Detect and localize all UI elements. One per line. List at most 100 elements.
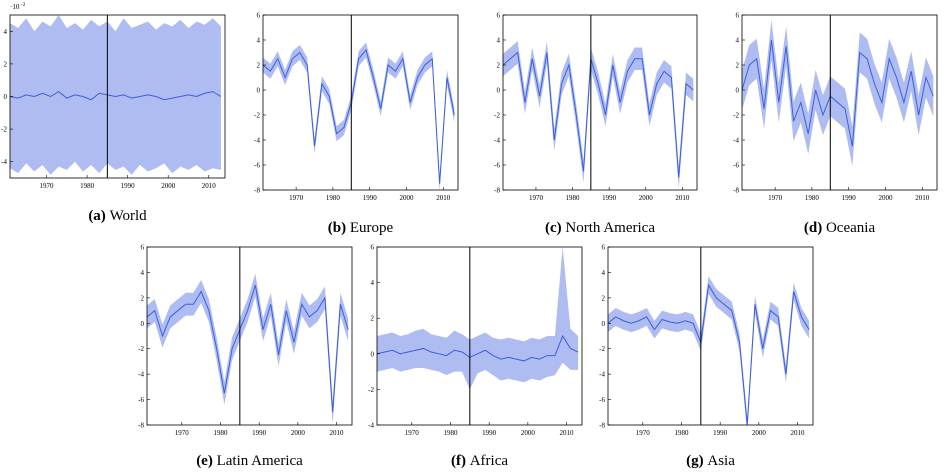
axes-frame [262,14,459,191]
caption: (c) North America [545,220,655,236]
y-tick-label: -8 [138,422,144,430]
y-tick-label: 0 [371,350,375,358]
y-tick-label: 2 [371,315,375,323]
y-tick-label: -2 [599,345,605,353]
plot-area [10,15,222,175]
caption-title: World [110,208,148,224]
y-tick-label: 4 [497,37,501,45]
x-tick-label: 2000 [878,194,893,202]
subplot: 1970 1980 1990 2000 2010 -4 -2 0 2 4 6 (f) Africa [368,244,583,469]
x-tick-label: 2000 [399,194,414,202]
x-tick-label: 2000 [161,182,176,190]
x-tick-label: 1990 [842,194,857,202]
y-tick-label: 6 [257,12,261,20]
mean-line [147,284,349,413]
caption: (b) Europe [328,220,394,236]
y-tick-label: 4 [257,37,261,45]
x-tick-label: 2010 [436,194,451,202]
x-tick-label: 2000 [752,429,767,437]
x-tick-label: 1970 [529,194,544,202]
caption-title: Europe [350,220,394,236]
subplot: 1970 1980 1990 2000 2010 -4 -2 0 2 4 ·10 −2 (a) Worl… [1,3,226,224]
y-tick-label: 6 [497,12,501,20]
axes-frame [607,246,814,426]
caption-title: Asia [707,453,735,469]
x-tick-label: 2010 [675,194,690,202]
y-tick-label: 0 [4,93,8,101]
y-tick-label: -4 [368,422,374,430]
y-tick-label: -8 [494,187,500,195]
y-tick-label: 6 [141,244,145,252]
x-tick-label: 1990 [363,194,378,202]
x-tick-label: 1990 [482,429,497,437]
x-tick-label: 1980 [326,194,341,202]
y-tick-label: -2 [138,345,144,353]
axes-frame [376,246,583,426]
x-tick-label: 2000 [521,429,536,437]
mean-line [608,283,810,425]
plot-area [263,42,455,190]
y-tick-label: 4 [141,269,145,277]
mean-line [377,334,579,362]
y-tick-label: 6 [371,244,375,252]
y-tick-label: -6 [599,396,605,404]
x-tick-label: 1970 [289,194,304,202]
y-tick-label: 0 [257,87,261,95]
x-tick-label: 1980 [674,429,689,437]
y-tick-label: 4 [4,28,8,36]
y-tick-label: 0 [497,87,501,95]
x-tick-label: 2010 [202,182,217,190]
confidence-band [608,276,810,425]
caption-label: (d) [804,220,822,236]
y-tick-label: -4 [599,371,605,379]
y-tick-label: 2 [497,62,501,70]
y-tick-label: -4 [138,371,144,379]
x-tick-label: 1970 [175,429,190,437]
y-tick-label: -2 [1,126,7,134]
caption: (a) World [88,208,147,224]
confidence-band [10,15,221,175]
y-tick-label: -6 [733,162,739,170]
y-tick-label: -4 [494,137,500,145]
subplot: 1970 1980 1990 2000 2010 -8 -6 -4 -2 0 2 4 6 (c) Nort… [494,12,698,236]
y-tick-label: 4 [371,279,375,287]
x-tick-label: 2010 [791,429,806,437]
subplot: 1970 1980 1990 2000 2010 -8 -6 -4 -2 0 2 4 6 (d) Ocea… [733,12,938,236]
y-tick-label: 4 [736,37,740,45]
y-tick-label: -2 [494,112,500,120]
caption-title: Latin America [217,453,304,469]
caption-label: (a) [88,208,106,224]
plot-area [608,276,810,425]
y-tick-label: -8 [733,187,739,195]
x-tick-label: 1970 [40,182,55,190]
subplot: 1970 1980 1990 2000 2010 -8 -6 -4 -2 0 2 4 6 (e) Lati… [138,244,353,469]
confidence-band [147,273,349,424]
y-tick-label: -6 [254,162,260,170]
confidence-band [377,247,579,390]
y-tick-label: 0 [602,320,606,328]
y-tick-label: 0 [141,320,145,328]
caption-title: Oceania [826,220,875,236]
x-tick-label: 1980 [566,194,581,202]
x-tick-label: 1990 [602,194,617,202]
caption: (f) Africa [451,453,508,469]
x-tick-label: 1970 [405,429,420,437]
y-tick-label: -2 [368,386,374,394]
caption-title: North America [565,220,655,236]
plot-area [377,247,579,390]
x-tick-label: 2010 [560,429,575,437]
mean-line [503,51,694,178]
subplot: 1970 1980 1990 2000 2010 -8 -6 -4 -2 0 2 4 6 (g) Asia [599,244,814,469]
y-tick-label: -2 [254,112,260,120]
y-tick-label: -8 [254,187,260,195]
y-tick-label: -4 [733,137,739,145]
x-tick-label: 1980 [443,429,458,437]
x-tick-label: 2000 [291,429,306,437]
y-tick-label: 2 [257,62,261,70]
y-offset: ·10 [10,3,20,11]
x-tick-label: 2010 [330,429,345,437]
x-tick-label: 1990 [713,429,728,437]
caption-label: (f) [451,453,466,469]
x-tick-label: 1990 [252,429,267,437]
